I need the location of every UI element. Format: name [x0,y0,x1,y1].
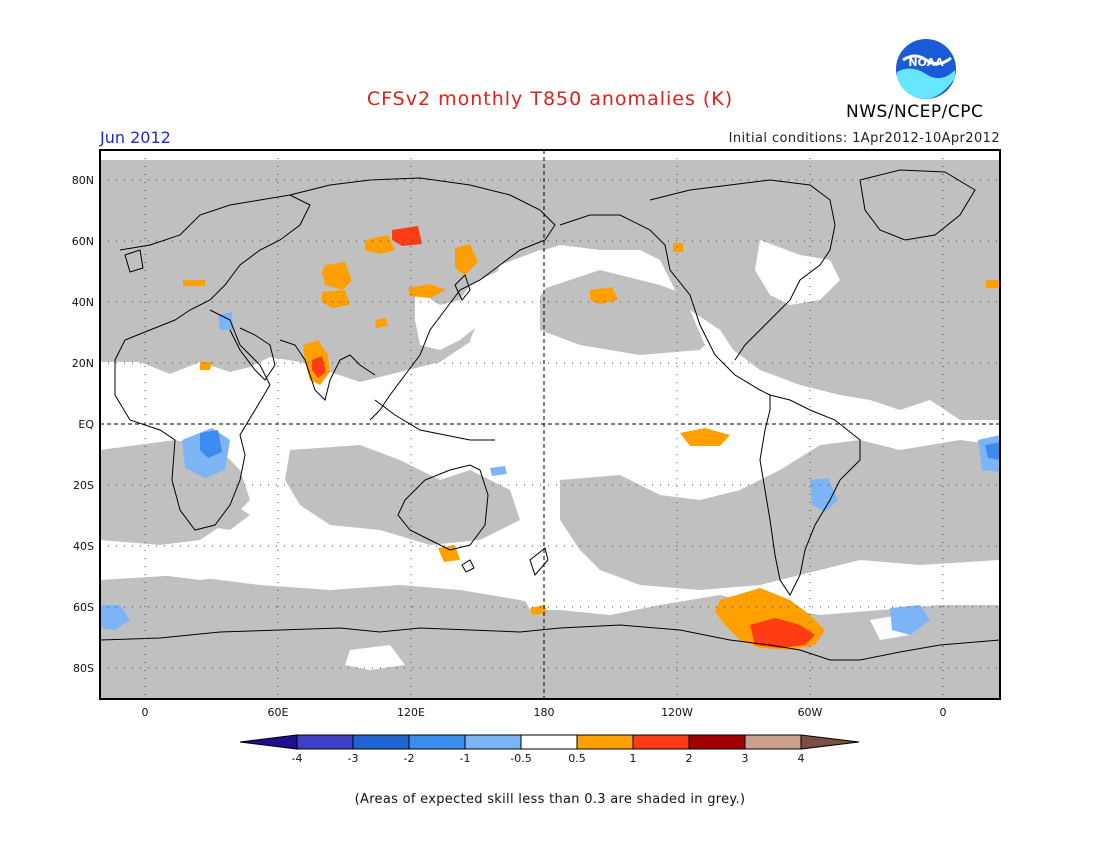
lat-label: EQ [78,418,94,431]
legend-swatch [688,734,746,750]
skill-note: (Areas of expected skill less than 0.3 a… [354,792,746,807]
strong-cool-blobs [200,430,1000,460]
legend-label: 4 [798,752,805,765]
logo-text: NOAA [908,56,944,69]
legend-arrow-left [239,734,298,750]
lon-label: 60W [798,706,823,719]
legend-label: -0.5 [510,752,531,765]
color-legend: -4 -3 -2 -1 -0.5 0.5 1 2 3 4 [239,734,860,765]
legend-swatch [464,734,522,750]
chart-title: CFSv2 monthly T850 anomalies (K) [366,88,734,110]
lat-axis: 80N 60N 40N 20N EQ 20S 40S 60S 80S [72,174,95,675]
legend-label: 3 [742,752,749,765]
legend-swatch [296,734,354,750]
legend-arrow-right [800,734,860,750]
lat-label: 20S [73,479,94,492]
lat-label: 80N [72,174,94,187]
map-layers [100,150,1000,699]
map-frame [99,149,1001,700]
lon-label: 120W [661,706,693,719]
lat-label: 60S [73,601,94,614]
legend-swatch [744,734,802,750]
lon-label: 120E [397,706,425,719]
lat-label: 40N [72,296,94,309]
lat-label: 20N [72,357,94,370]
agency-label: NWS/NCEP/CPC [846,102,984,122]
legend-label: 2 [686,752,693,765]
legend-swatch [632,734,690,750]
strong-warm-blobs [312,226,815,648]
noaa-logo: NOAA [896,39,956,99]
lon-axis: 0 60E 120E 180 120W 60W 0 [142,706,947,719]
legend-label: -2 [404,752,415,765]
lon-label: 0 [142,706,149,719]
lat-label: 60N [72,235,94,248]
lat-label: 80S [73,662,94,675]
legend-label: -1 [460,752,471,765]
legend-swatch [520,734,578,750]
lat-label: 40S [73,540,94,553]
white-regions [100,240,910,670]
legend-label: -4 [292,752,303,765]
legend-swatch [408,734,466,750]
legend-swatch [352,734,410,750]
legend-label: -3 [348,752,359,765]
initial-conditions: Initial conditions: 1Apr2012-10Apr2012 [728,131,1000,146]
coastlines [100,169,1000,661]
forecast-month: Jun 2012 [100,128,171,147]
legend-swatch [576,734,634,750]
lon-label: 0 [940,706,947,719]
legend-label: 1 [630,752,637,765]
lon-label: 60E [268,706,289,719]
lon-label: 180 [534,706,555,719]
legend-label: 0.5 [568,752,586,765]
equator-dateline [100,150,1000,699]
